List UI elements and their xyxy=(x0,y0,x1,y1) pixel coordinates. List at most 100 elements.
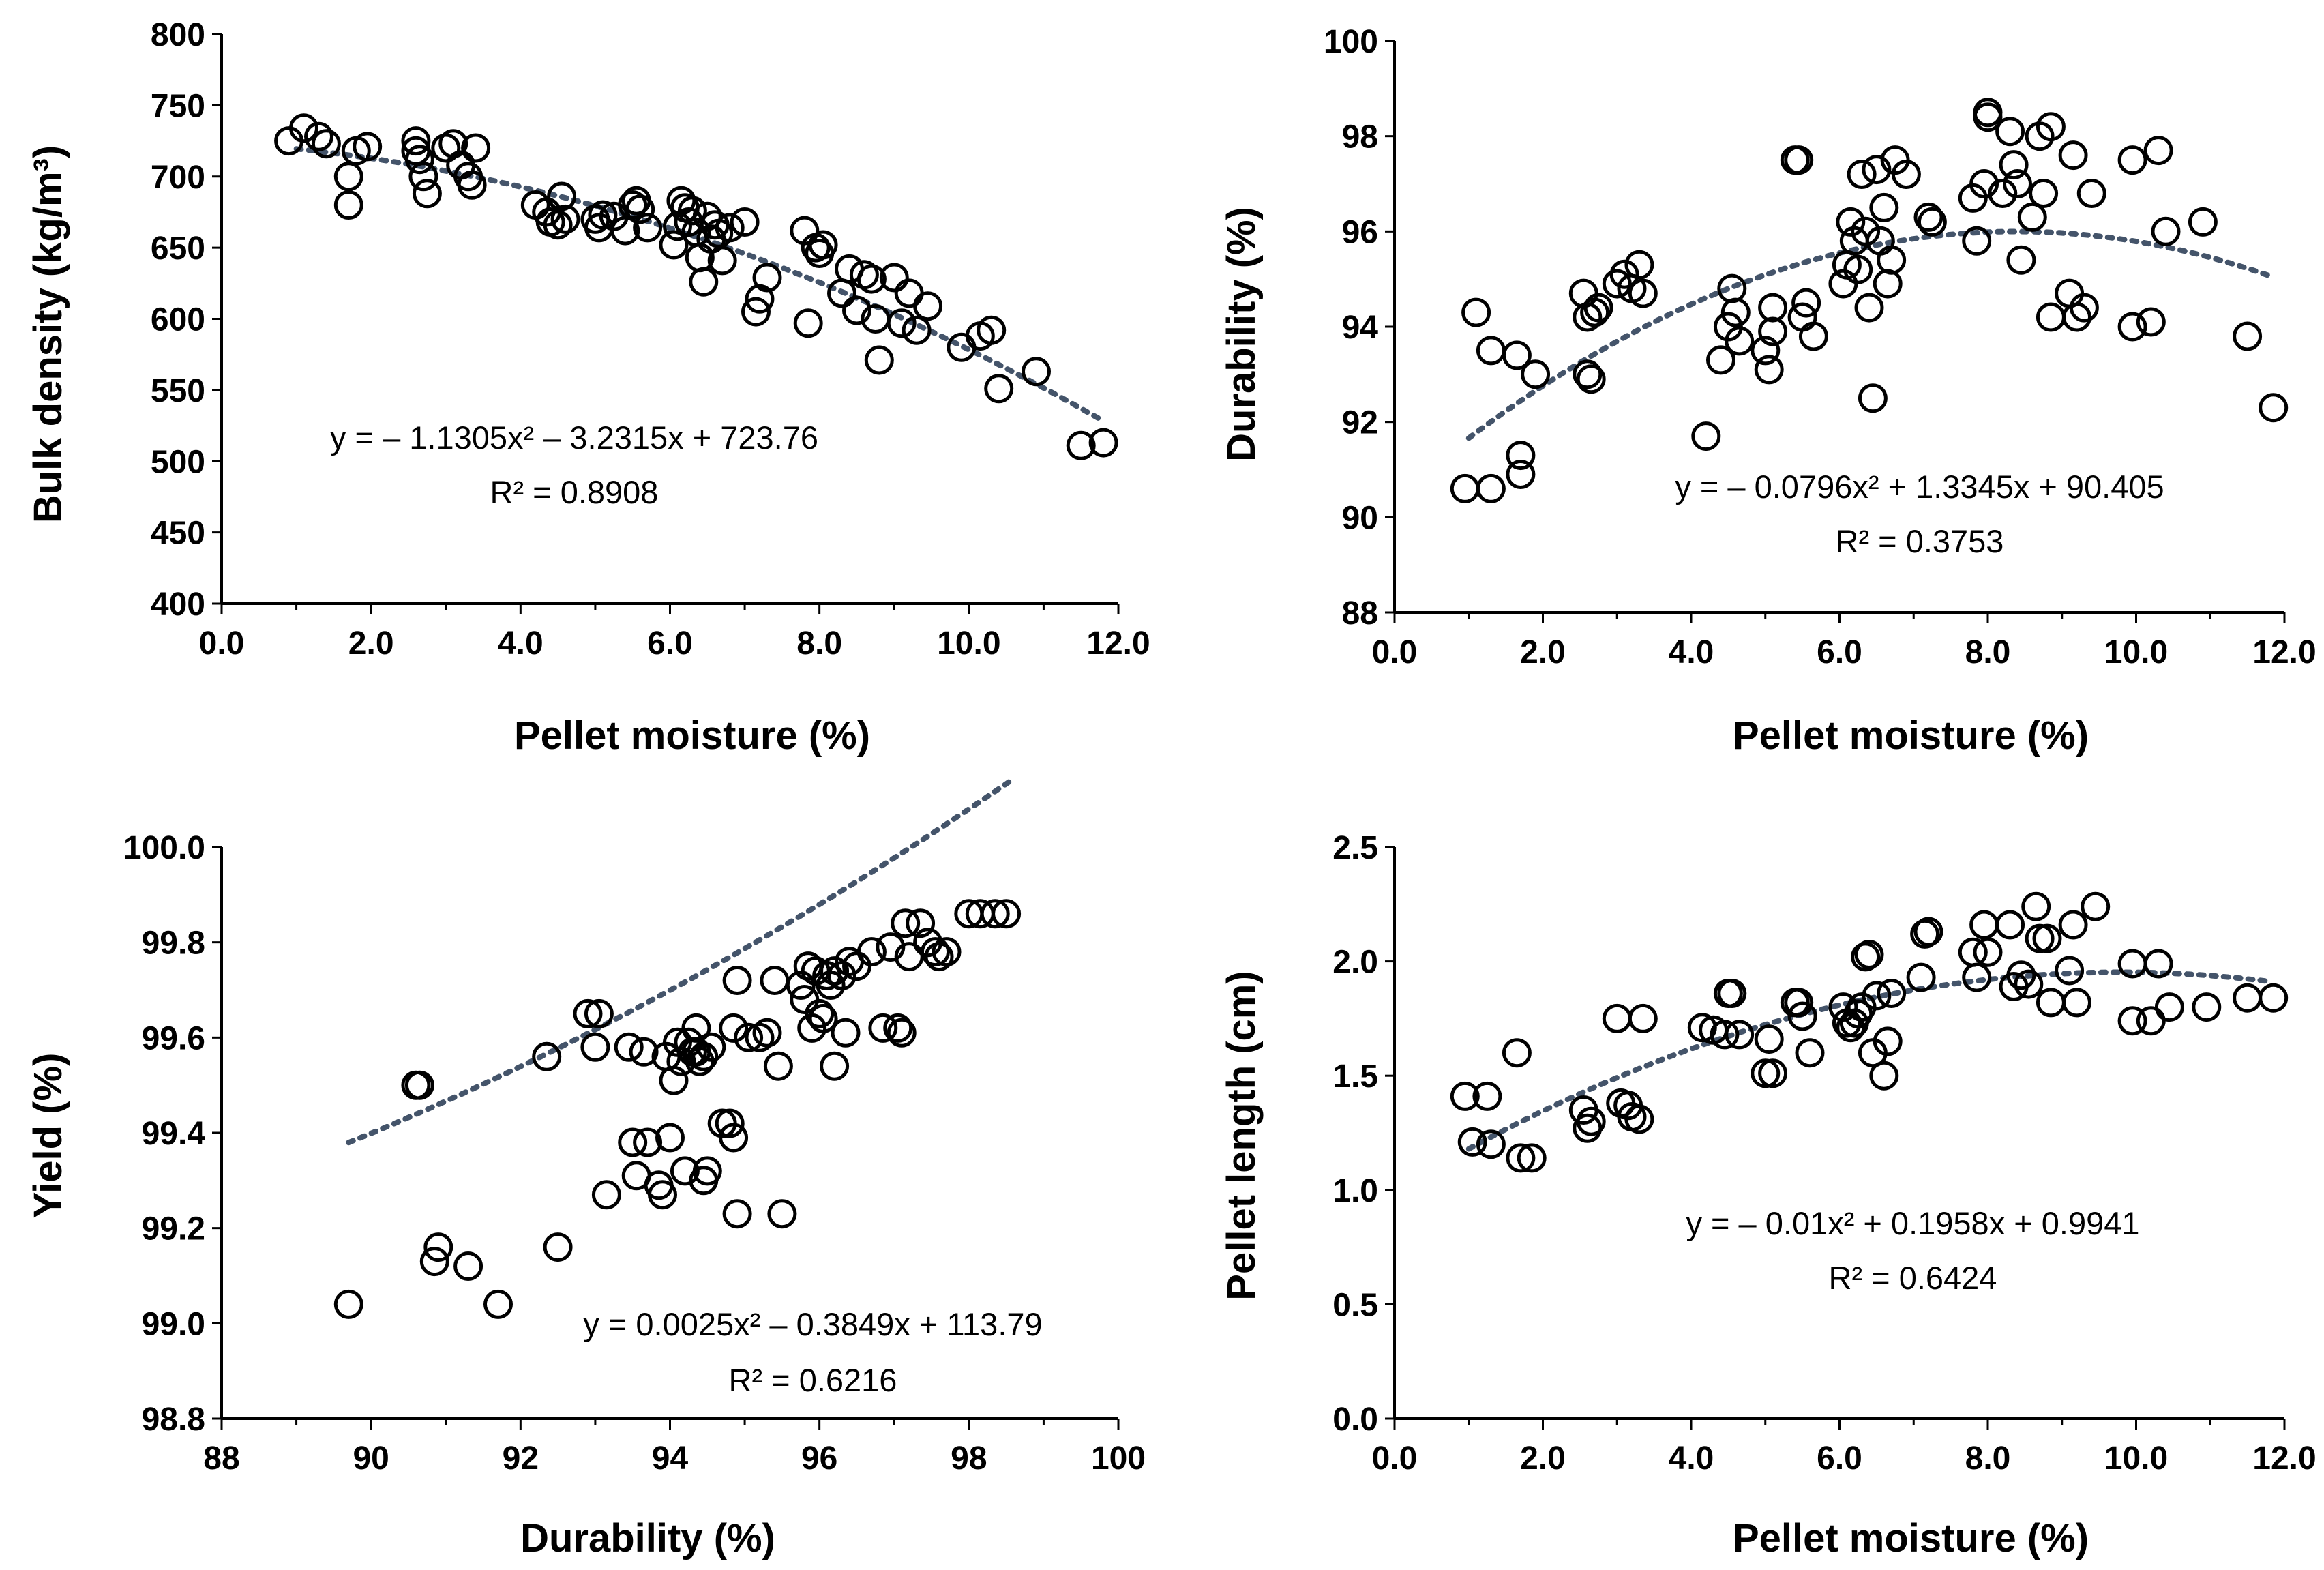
data-point xyxy=(2151,216,2181,246)
data-point xyxy=(1995,117,2025,147)
data-point xyxy=(1476,336,1506,366)
data-point xyxy=(1851,942,1881,972)
x-tick-label: 2.0 xyxy=(348,625,394,662)
data-point xyxy=(1506,1143,1536,1173)
data-point xyxy=(689,267,719,297)
y-tick-label: 94 xyxy=(1342,310,1379,346)
data-point xyxy=(1877,979,1907,1008)
x-tick-label: 8.0 xyxy=(1965,1440,2011,1477)
y-tick-label: 100 xyxy=(1324,24,1378,60)
data-point xyxy=(1502,340,1532,370)
y-tick-label: 0.5 xyxy=(1332,1287,1378,1323)
data-point xyxy=(924,942,954,972)
data-point xyxy=(767,1199,797,1229)
data-point xyxy=(808,1003,838,1033)
data-point xyxy=(1706,345,1735,375)
data-point xyxy=(1628,1003,1658,1033)
data-point xyxy=(1917,207,1947,237)
y-tick-label: 98 xyxy=(1342,119,1378,155)
x-tick-label: 2.0 xyxy=(1520,1440,1566,1477)
data-point xyxy=(677,196,707,226)
data-point xyxy=(992,899,1022,929)
y-tick-label: 99.6 xyxy=(142,1020,205,1056)
trendline-equation: y = – 0.01x² + 0.1958x + 0.9941 xyxy=(1686,1205,2139,1241)
data-point xyxy=(1873,269,1903,299)
data-point xyxy=(584,998,614,1028)
data-point xyxy=(887,1018,917,1048)
data-point xyxy=(977,315,1007,345)
y-tick-label: 700 xyxy=(151,160,205,196)
data-point xyxy=(2017,202,2047,232)
y-tick-label: 98.8 xyxy=(142,1402,205,1438)
data-point xyxy=(1754,1024,1784,1054)
data-point xyxy=(438,129,468,159)
data-point xyxy=(1568,278,1598,308)
data-point xyxy=(1910,919,1940,949)
data-point xyxy=(2006,960,2036,990)
data-point xyxy=(719,1013,749,1043)
r-squared: R² = 0.8908 xyxy=(490,474,659,510)
data-point xyxy=(1751,1058,1781,1088)
y-tick-label: 0.0 xyxy=(1332,1402,1378,1438)
data-point xyxy=(1843,254,1873,284)
x-tick-label: 92 xyxy=(503,1440,539,1477)
y-tick-label: 750 xyxy=(151,88,205,124)
data-point xyxy=(532,1041,562,1071)
data-point xyxy=(1521,359,1551,389)
data-point xyxy=(842,295,872,325)
data-point xyxy=(921,937,950,967)
data-point xyxy=(550,204,580,234)
data-point xyxy=(2117,1006,2147,1036)
data-point xyxy=(1502,1038,1532,1068)
data-point xyxy=(2036,112,2066,142)
data-point xyxy=(696,1032,726,1062)
data-point xyxy=(655,1123,685,1153)
trendline-equation: y = – 1.1305x² – 3.2315x + 723.76 xyxy=(330,419,818,456)
data-point xyxy=(483,1289,513,1319)
data-point xyxy=(820,1051,850,1081)
y-axis-label: Durability (%) xyxy=(1219,207,1264,462)
data-point xyxy=(1851,216,1881,246)
data-point xyxy=(304,121,333,151)
data-point xyxy=(461,133,491,163)
y-tick-label: 90 xyxy=(1342,500,1378,536)
x-tick-label: 8.0 xyxy=(796,625,842,662)
r-squared: R² = 0.3753 xyxy=(1836,523,2004,559)
data-point xyxy=(1751,336,1781,366)
data-point xyxy=(827,961,856,990)
data-point xyxy=(2143,136,2173,166)
data-point xyxy=(856,264,887,294)
data-point xyxy=(2069,293,2099,323)
x-tick-label: 94 xyxy=(652,1440,689,1477)
data-point xyxy=(659,1065,689,1095)
data-point xyxy=(404,145,434,175)
data-point xyxy=(1624,1104,1654,1134)
data-point xyxy=(730,207,760,237)
data-point xyxy=(719,1123,749,1153)
x-tick-label: 10.0 xyxy=(2104,634,2168,670)
data-point xyxy=(894,278,924,308)
data-point xyxy=(1999,150,2029,180)
y-axis-label: Bulk density (kg/m³) xyxy=(26,145,70,523)
data-point xyxy=(1913,917,1943,947)
data-point xyxy=(692,1156,722,1186)
data-point xyxy=(1787,1001,1817,1031)
y-tick-label: 2.0 xyxy=(1332,945,1378,981)
data-point xyxy=(580,1032,610,1062)
data-point xyxy=(876,932,906,962)
trendline xyxy=(346,775,1017,1146)
y-tick-label: 99.0 xyxy=(142,1306,205,1342)
data-point xyxy=(793,308,823,338)
x-tick-label: 4.0 xyxy=(1669,634,1714,670)
data-point xyxy=(543,1232,573,1262)
data-point xyxy=(1517,1143,1547,1173)
y-tick-label: 1.5 xyxy=(1332,1058,1378,1095)
x-tick-label: 4.0 xyxy=(498,625,543,662)
data-point xyxy=(2058,910,2088,940)
data-point xyxy=(864,345,894,375)
data-point xyxy=(1476,473,1506,503)
data-point xyxy=(831,1018,861,1048)
y-tick-label: 650 xyxy=(151,231,205,267)
data-point xyxy=(1784,988,1814,1018)
x-tick-label: 12.0 xyxy=(1086,625,1150,662)
